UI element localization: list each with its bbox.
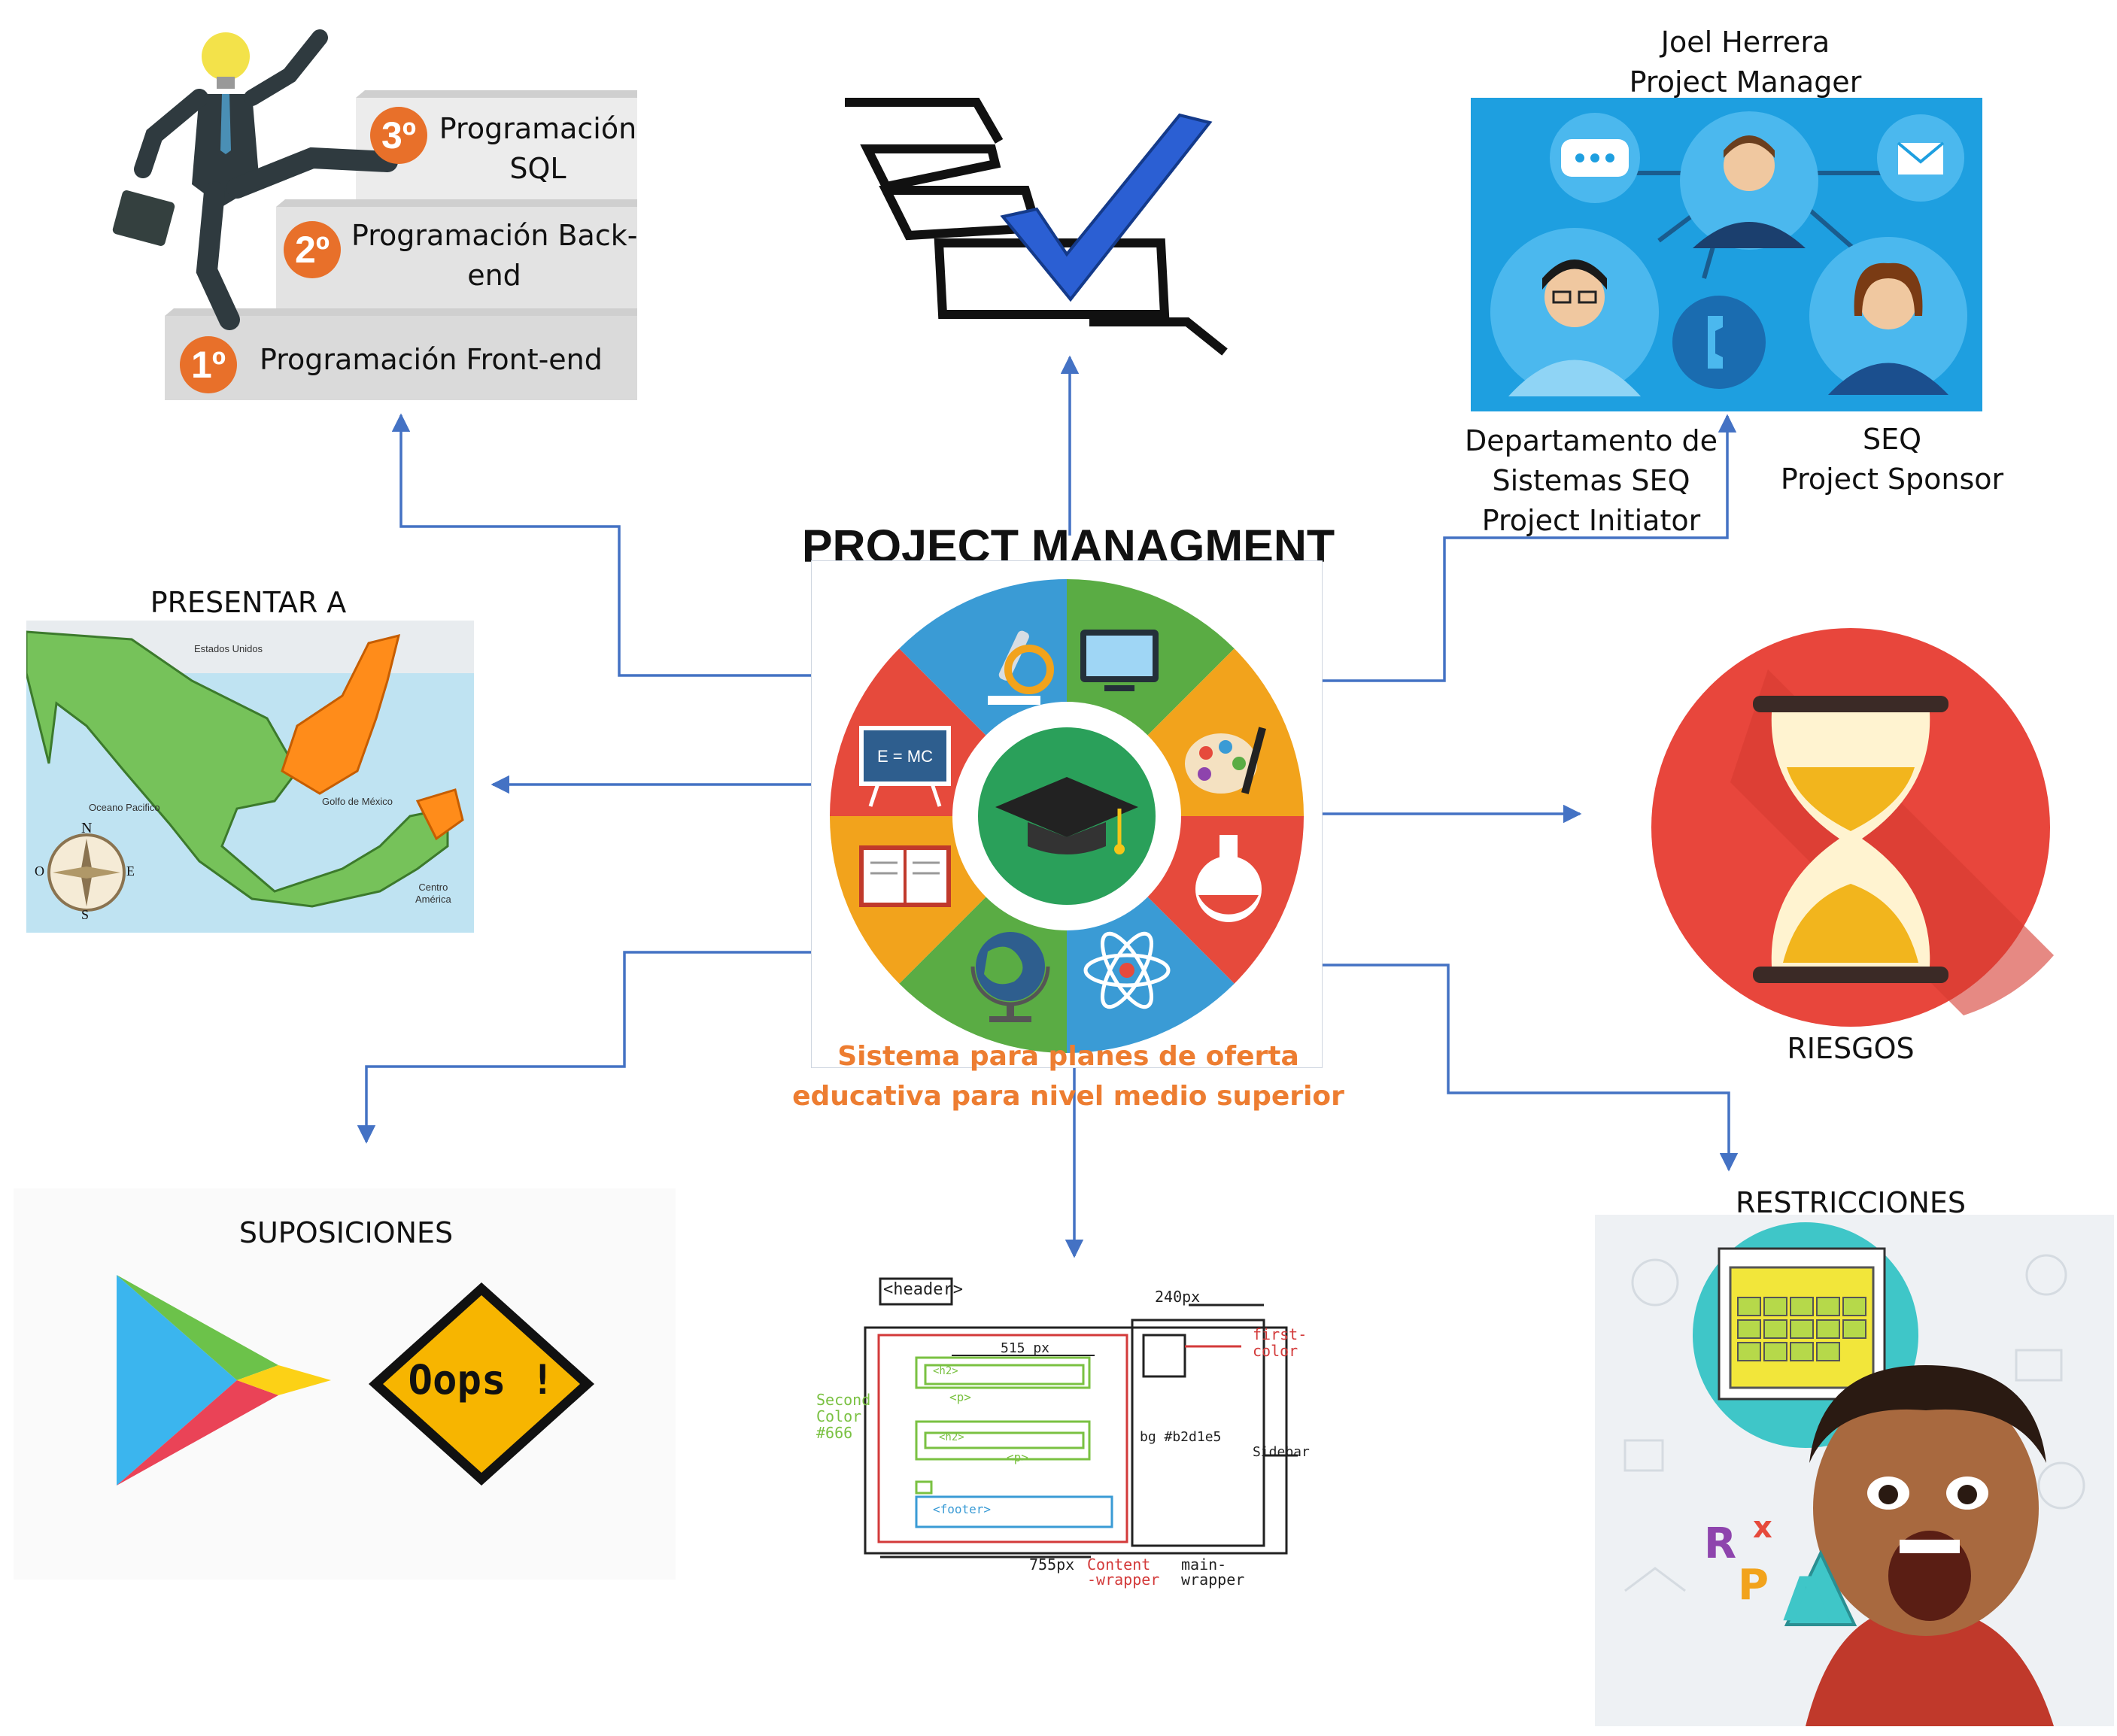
step3-badge: 3º bbox=[381, 114, 417, 156]
checkmark-icon bbox=[1000, 113, 1213, 302]
stairs-graphic bbox=[112, 29, 637, 400]
step3-label-line-1: Programación bbox=[439, 112, 637, 145]
manager-name: Joel Herrera bbox=[1660, 26, 1830, 59]
compass-icon bbox=[47, 833, 126, 912]
businessman-figure bbox=[112, 29, 398, 330]
wf-515px: 515 px bbox=[1001, 1340, 1050, 1356]
globe-icon bbox=[970, 932, 1050, 1022]
wireframe-sketch bbox=[805, 1271, 1332, 1595]
wf-first-color-2: color bbox=[1253, 1342, 1298, 1360]
step2-label-line-2: end bbox=[467, 259, 521, 292]
wf-content-wrapper-1: Content bbox=[1087, 1555, 1151, 1574]
wf-second-color-2: Color bbox=[816, 1407, 862, 1425]
wf-second-color: Second Color #666 bbox=[816, 1392, 870, 1441]
wf-p-2: <p> bbox=[1007, 1450, 1028, 1464]
wf-main-wrapper-1: main- bbox=[1181, 1555, 1227, 1574]
restrictions-title: RESTRICCIONES bbox=[1735, 1186, 1967, 1219]
arrow-to-stakeholders bbox=[1322, 414, 1737, 682]
compass-s: S bbox=[81, 907, 90, 922]
atom-icon bbox=[1083, 931, 1171, 1009]
sponsor-line-2: Project Sponsor bbox=[1780, 463, 2004, 496]
step3-label-line-2: SQL bbox=[509, 152, 566, 185]
phone-icon bbox=[1672, 296, 1766, 389]
restrictions-graphic bbox=[1595, 1215, 2114, 1726]
book-icon bbox=[859, 845, 951, 907]
letter-x: x bbox=[1753, 1510, 1772, 1545]
subtitle-line-2: educativa para nivel medio superior bbox=[792, 1081, 1344, 1112]
wf-sidebar: Sidebar bbox=[1253, 1444, 1310, 1460]
step2-badge: 2º bbox=[294, 229, 330, 271]
manager-label: Joel Herrera Project Manager bbox=[1557, 23, 1933, 102]
monitor-icon bbox=[1080, 630, 1159, 691]
arrow-to-restrictions bbox=[1322, 964, 1739, 1172]
wf-content-wrapper: Content -wrapper bbox=[1087, 1557, 1159, 1587]
sponsor-label: SEQ Project Sponsor bbox=[1760, 420, 2024, 499]
initiator-line-2: Sistemas SEQ bbox=[1492, 464, 1690, 497]
wf-main-wrapper: main- wrapper bbox=[1181, 1557, 1244, 1587]
sponsor-line-1: SEQ bbox=[1862, 423, 1922, 456]
wf-h2-1: <h2> bbox=[933, 1365, 958, 1377]
wf-second-color-1: Second bbox=[816, 1391, 871, 1409]
letter-r: R bbox=[1704, 1519, 1737, 1568]
map-label-central: Centro América bbox=[415, 882, 451, 906]
compass-e: E bbox=[126, 863, 135, 879]
compass-n: N bbox=[81, 820, 93, 836]
letter-a: A bbox=[1783, 1565, 1830, 1634]
step2-label: Programación Back- end bbox=[351, 216, 637, 296]
step1-badge: 1º bbox=[190, 344, 226, 386]
play-store-icon bbox=[117, 1275, 331, 1486]
wf-second-color-3: #666 bbox=[816, 1424, 853, 1442]
arrow-to-assumptions bbox=[357, 951, 811, 1144]
palette-icon bbox=[1185, 727, 1266, 794]
stairs-panel: 3º 2º 1º Programación SQL Programación B… bbox=[71, 23, 643, 402]
center-subtitle: Sistema para planes de oferta educativa … bbox=[767, 1036, 1369, 1116]
oops-sign-icon bbox=[369, 1282, 594, 1486]
wf-header: <header> bbox=[883, 1280, 963, 1299]
education-wheel: E = MC bbox=[811, 560, 1323, 1068]
blackboard-icon bbox=[859, 726, 951, 807]
step3-label: Programación SQL bbox=[436, 109, 639, 189]
manager-role: Project Manager bbox=[1629, 65, 1862, 99]
step2-label-line-1: Programación Back- bbox=[351, 219, 638, 252]
initiator-line-1: Departamento de bbox=[1464, 424, 1718, 457]
map-label-central-1: Centro bbox=[418, 882, 448, 893]
stakeholders-graphic bbox=[1471, 98, 1982, 411]
flask-icon bbox=[1195, 835, 1262, 922]
child-figure bbox=[1806, 1365, 2054, 1726]
assumptions-title: SUPOSICIONES bbox=[238, 1216, 454, 1249]
map-label-usa: Estados Unidos bbox=[194, 643, 263, 654]
map-label-pacific: Oceano Pacifico bbox=[89, 802, 160, 813]
arrow-to-stairs bbox=[391, 413, 811, 677]
wf-content-wrapper-2: -wrapper bbox=[1087, 1571, 1160, 1589]
hourglass-graphic bbox=[1651, 628, 2054, 1027]
letter-p: P bbox=[1738, 1561, 1769, 1610]
wf-p-1: <p> bbox=[949, 1390, 971, 1404]
mexico-map bbox=[26, 621, 474, 933]
wf-240px: 240px bbox=[1155, 1288, 1201, 1306]
wf-main-wrapper-2: wrapper bbox=[1181, 1571, 1245, 1589]
map-label-central-2: América bbox=[415, 894, 451, 905]
oops-text: Oops ! bbox=[408, 1356, 555, 1404]
wf-first-color-1: first- bbox=[1253, 1325, 1308, 1343]
wf-footer: <footer> bbox=[933, 1502, 992, 1516]
risks-title: RIESGOS bbox=[1787, 1032, 1915, 1065]
microscope-icon bbox=[988, 630, 1054, 705]
wf-first-color: first- color bbox=[1253, 1326, 1307, 1359]
wf-755px: 755px bbox=[1029, 1555, 1075, 1574]
step1-label: Programación Front-end bbox=[260, 343, 603, 376]
map-title: PRESENTAR A bbox=[150, 586, 347, 619]
checklist-graphic bbox=[845, 98, 1228, 356]
initiator-line-3: Project Initiator bbox=[1481, 504, 1701, 537]
map-label-gulf: Golfo de México bbox=[322, 796, 393, 807]
initiator-label: Departamento de Sistemas SEQ Project Ini… bbox=[1433, 421, 1749, 541]
subtitle-line-1: Sistema para planes de oferta bbox=[837, 1041, 1299, 1072]
emc2-text: E = MC bbox=[877, 747, 933, 766]
wf-bg-color: bg #b2d1e5 bbox=[1140, 1429, 1222, 1445]
wf-h2-2: <h2> bbox=[939, 1431, 964, 1443]
compass-o: O bbox=[35, 863, 44, 879]
